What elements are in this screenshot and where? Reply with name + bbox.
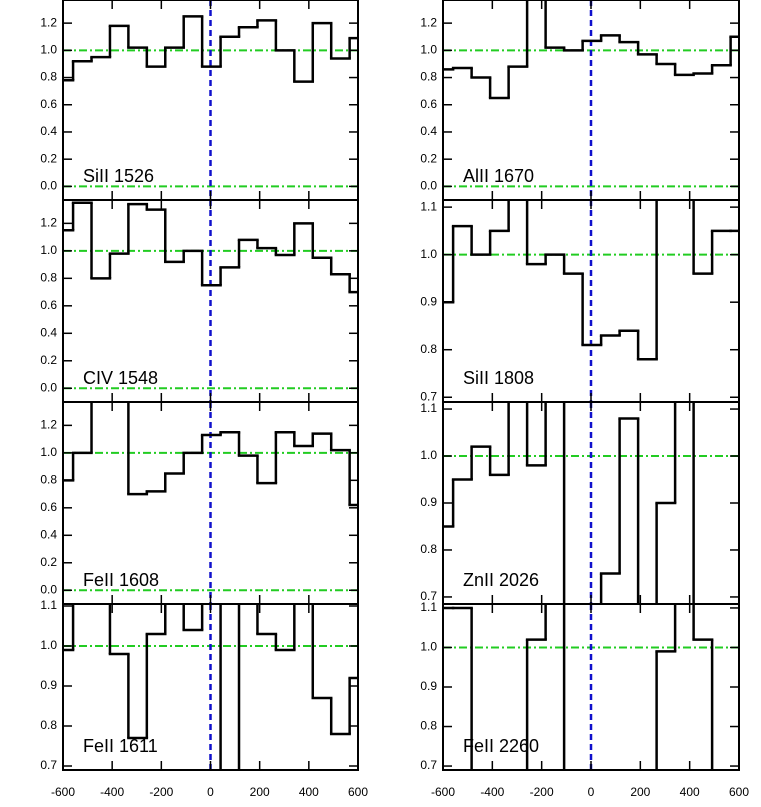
y-tick-label: 0.0 — [40, 380, 57, 394]
panel — [443, 200, 739, 402]
y-tick-label: 0.4 — [420, 124, 437, 138]
y-tick-label: 0.7 — [420, 389, 437, 403]
y-tick-label: 0.8 — [40, 270, 57, 284]
x-tick-label: -600 — [51, 785, 75, 799]
y-tick-label: 0.6 — [420, 97, 437, 111]
y-tick-label: 0.7 — [40, 758, 57, 772]
y-tick-label: 0.9 — [420, 294, 437, 308]
panel — [63, 200, 358, 402]
panel — [63, 604, 358, 770]
line-label: FeII 1608 — [83, 570, 159, 590]
y-tick-label: 0.7 — [420, 758, 437, 772]
y-tick-label: 1.0 — [40, 638, 57, 652]
x-tick-label: -600 — [431, 785, 455, 799]
y-tick-label: 0.6 — [40, 97, 57, 111]
x-tick-label: 200 — [250, 785, 270, 799]
y-tick-label: 0.6 — [40, 298, 57, 312]
y-tick-label: 0.4 — [40, 527, 57, 541]
line-label: CIV 1548 — [83, 368, 158, 388]
line-label: SiII 1526 — [83, 166, 154, 186]
x-tick-label: 600 — [729, 785, 749, 799]
y-tick-label: 1.1 — [420, 199, 437, 213]
y-tick-label: 0.2 — [420, 151, 437, 165]
y-tick-label: 1.0 — [420, 448, 437, 462]
y-tick-label: 0.8 — [420, 70, 437, 84]
panel — [63, 0, 358, 200]
y-tick-label: 1.0 — [420, 43, 437, 57]
x-tick-label: 0 — [588, 785, 595, 799]
y-tick-label: 0.9 — [420, 495, 437, 509]
x-tick-label: 400 — [299, 785, 319, 799]
y-tick-label: 0.8 — [420, 342, 437, 356]
y-tick-label: 0.8 — [420, 719, 437, 733]
y-tick-label: 0.9 — [420, 679, 437, 693]
panel — [443, 0, 739, 200]
y-tick-label: 0.8 — [420, 542, 437, 556]
y-tick-label: 0.0 — [40, 582, 57, 596]
panel — [63, 402, 358, 604]
y-tick-label: 1.1 — [420, 600, 437, 614]
y-tick-label: 1.2 — [420, 15, 437, 29]
y-tick-label: 0.8 — [40, 472, 57, 486]
y-tick-label: 0.0 — [40, 179, 57, 193]
line-label: SiII 1808 — [463, 368, 534, 388]
x-tick-label: 400 — [680, 785, 700, 799]
y-tick-label: 1.0 — [40, 445, 57, 459]
y-tick-label: 0.6 — [40, 500, 57, 514]
y-tick-label: 0.2 — [40, 151, 57, 165]
y-tick-label: 0.8 — [40, 70, 57, 84]
line-label: FeII 1611 — [83, 736, 158, 756]
x-tick-label: -400 — [100, 785, 124, 799]
y-tick-label: 1.0 — [420, 247, 437, 261]
y-tick-label: 0.8 — [40, 718, 57, 732]
y-tick-label: 0.7 — [420, 589, 437, 603]
y-tick-label: 1.2 — [40, 216, 57, 230]
y-tick-label: 1.0 — [40, 43, 57, 57]
y-tick-label: 1.0 — [40, 243, 57, 257]
x-tick-label: -200 — [149, 785, 173, 799]
y-tick-label: 1.2 — [40, 418, 57, 432]
panel — [443, 402, 739, 604]
x-tick-label: 200 — [630, 785, 650, 799]
y-tick-label: 1.0 — [420, 640, 437, 654]
y-tick-label: 0.0 — [420, 179, 437, 193]
line-label: AlII 1670 — [463, 166, 534, 186]
panel — [443, 604, 739, 770]
y-tick-label: 0.2 — [40, 353, 57, 367]
x-tick-label: 600 — [348, 785, 368, 799]
y-tick-label: 1.1 — [40, 598, 57, 612]
y-tick-label: 0.2 — [40, 555, 57, 569]
y-tick-label: 1.1 — [420, 401, 437, 415]
x-tick-label: -400 — [480, 785, 504, 799]
y-tick-label: 0.9 — [40, 678, 57, 692]
y-tick-label: 0.4 — [40, 124, 57, 138]
line-label: ZnII 2026 — [463, 570, 539, 590]
x-tick-label: -200 — [530, 785, 554, 799]
y-tick-label: 1.2 — [40, 15, 57, 29]
y-tick-label: 0.4 — [40, 325, 57, 339]
x-tick-label: 0 — [207, 785, 214, 799]
line-label: FeII 2260 — [463, 736, 539, 756]
